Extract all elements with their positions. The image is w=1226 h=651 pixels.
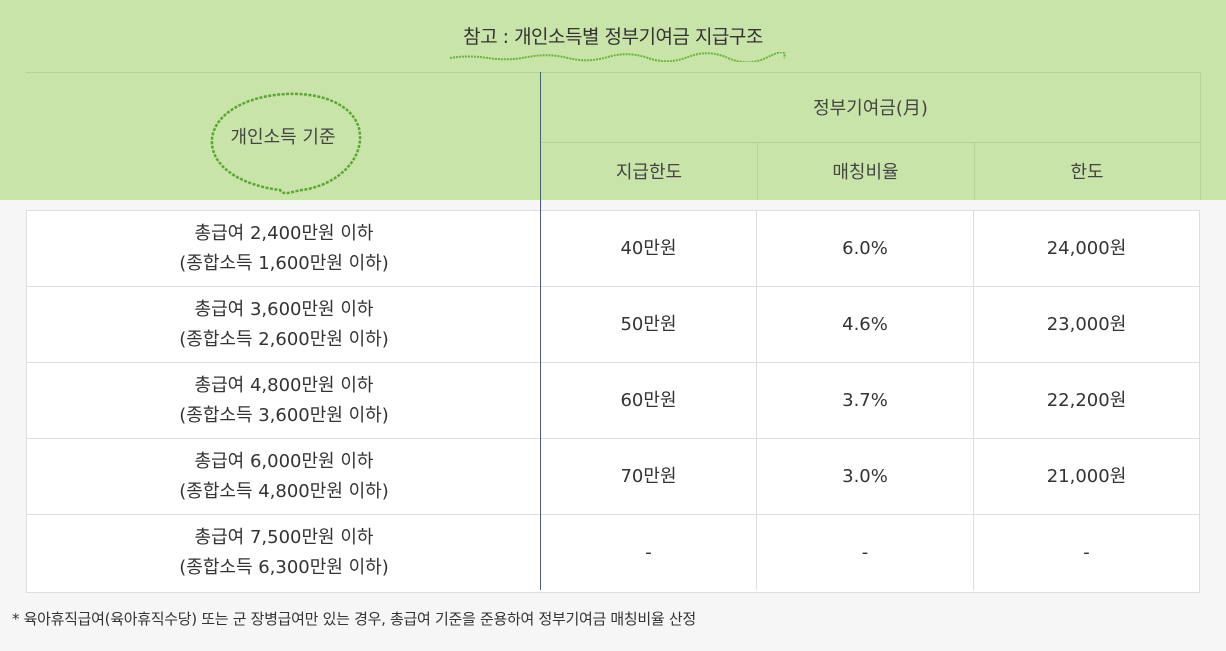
matching-rate-cell: 4.6% xyxy=(757,287,974,362)
table-row: 총급여 7,500만원 이하 (종합소득 6,300만원 이하) - - - xyxy=(27,515,1199,591)
table-title: 참고 : 개인소득별 정부기여금 지급구조 xyxy=(463,26,763,48)
matching-rate-cell: - xyxy=(757,515,974,590)
limit-cell: 22,200원 xyxy=(1046,389,1127,411)
payment-limit-cell: - xyxy=(541,515,757,590)
income-line2: (종합소득 2,600만원 이하) xyxy=(179,328,389,350)
income-line1: 총급여 6,000만원 이하 xyxy=(194,450,374,472)
payment-limit-cell: 40만원 xyxy=(541,211,757,286)
header-limit-label: 한도 xyxy=(1070,162,1104,183)
income-cell: 총급여 7,500만원 이하 (종합소득 6,300만원 이하) xyxy=(27,515,541,590)
header-matching-rate-label: 매칭비율 xyxy=(832,162,899,183)
table-row: 총급여 3,600만원 이하 (종합소득 2,600만원 이하) 50만원 4.… xyxy=(27,287,1199,363)
income-cell: 총급여 4,800만원 이하 (종합소득 3,600만원 이하) xyxy=(27,363,541,438)
limit-cell: 21,000원 xyxy=(1046,465,1127,487)
hand-drawn-circle-annotation xyxy=(210,92,362,195)
table-row: 총급여 2,400만원 이하 (종합소득 1,600만원 이하) 40만원 6.… xyxy=(27,211,1199,287)
matching-rate-cell: 3.0% xyxy=(757,439,974,514)
matching-rate-cell: 3.7% xyxy=(757,363,974,438)
header-income-basis: 개인소득 기준 xyxy=(26,72,540,200)
header-gov-contribution: 정부기여금(月) xyxy=(541,72,1201,143)
title-underline-scribble xyxy=(449,52,786,62)
income-line2: (종합소득 1,600만원 이하) xyxy=(179,252,389,274)
income-line1: 총급여 7,500만원 이하 xyxy=(194,526,374,548)
payment-limit-cell: 60만원 xyxy=(541,363,757,438)
income-line2: (종합소득 6,300만원 이하) xyxy=(179,556,389,578)
limit-cell: 23,000원 xyxy=(1046,313,1127,335)
header-gov-contribution-label: 정부기여금(月) xyxy=(813,98,928,119)
income-cell: 총급여 3,600만원 이하 (종합소득 2,600만원 이하) xyxy=(27,287,541,362)
income-line1: 총급여 2,400만원 이하 xyxy=(194,222,374,244)
table-row: 총급여 4,800만원 이하 (종합소득 3,600만원 이하) 60만원 3.… xyxy=(27,363,1199,439)
payment-limit-cell: 70만원 xyxy=(541,439,757,514)
footnote: * 육아휴직급여(육아휴직수당) 또는 군 장병급여만 있는 경우, 총급여 기… xyxy=(12,610,696,628)
limit-cell: - xyxy=(1083,541,1090,563)
header-payment-limit-label: 지급한도 xyxy=(615,162,683,183)
limit-cell: 24,000원 xyxy=(1046,237,1127,259)
header-background xyxy=(0,0,1226,200)
income-line2: (종합소득 3,600만원 이하) xyxy=(179,404,389,426)
header-matching-rate: 매칭비율 xyxy=(757,142,975,200)
income-line1: 총급여 3,600만원 이하 xyxy=(194,298,374,320)
income-cell: 총급여 2,400만원 이하 (종합소득 1,600만원 이하) xyxy=(27,211,541,286)
income-cell: 총급여 6,000만원 이하 (종합소득 4,800만원 이하) xyxy=(27,439,541,514)
header-income-basis-label: 개인소득 기준 xyxy=(230,127,336,148)
income-line2: (종합소득 4,800만원 이하) xyxy=(179,480,389,502)
column-divider xyxy=(540,72,541,590)
header-border xyxy=(26,72,1200,73)
matching-rate-cell: 6.0% xyxy=(757,211,974,286)
table-body: 총급여 2,400만원 이하 (종합소득 1,600만원 이하) 40만원 6.… xyxy=(26,210,1200,593)
contribution-table: 개인소득 기준 정부기여금(月) 지급한도 매칭비율 한도 총급여 2,400만… xyxy=(26,72,1201,593)
header-limit: 한도 xyxy=(974,142,1201,200)
payment-limit-cell: 50만원 xyxy=(541,287,757,362)
header-payment-limit: 지급한도 xyxy=(541,142,758,200)
income-line1: 총급여 4,800만원 이하 xyxy=(194,374,374,396)
table-row: 총급여 6,000만원 이하 (종합소득 4,800만원 이하) 70만원 3.… xyxy=(27,439,1199,515)
